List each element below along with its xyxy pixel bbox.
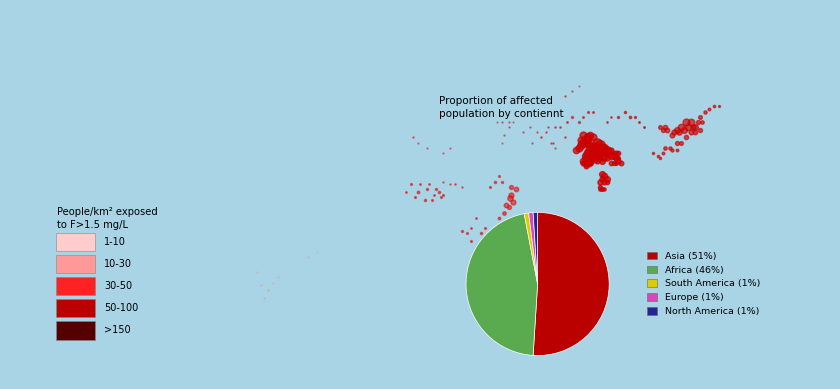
Wedge shape bbox=[466, 214, 538, 356]
Text: 50-100: 50-100 bbox=[104, 303, 139, 313]
Bar bbox=[56, 277, 95, 295]
Wedge shape bbox=[524, 213, 538, 284]
Wedge shape bbox=[528, 212, 538, 284]
Bar bbox=[56, 299, 95, 317]
Wedge shape bbox=[533, 212, 609, 356]
Text: Proportion of affected
population by contiennt: Proportion of affected population by con… bbox=[439, 96, 564, 119]
Text: People/km² exposed
to F>1.5 mg/L: People/km² exposed to F>1.5 mg/L bbox=[57, 207, 158, 230]
Text: 1-10: 1-10 bbox=[104, 237, 126, 247]
Text: 10-30: 10-30 bbox=[104, 259, 133, 269]
Wedge shape bbox=[533, 212, 538, 284]
Legend: Asia (51%), Africa (46%), South America (1%), Europe (1%), North America (1%): Asia (51%), Africa (46%), South America … bbox=[646, 251, 761, 317]
Bar bbox=[56, 254, 95, 273]
Bar bbox=[56, 233, 95, 251]
Text: 30-50: 30-50 bbox=[104, 281, 133, 291]
Text: >150: >150 bbox=[104, 325, 131, 335]
Bar bbox=[56, 321, 95, 340]
